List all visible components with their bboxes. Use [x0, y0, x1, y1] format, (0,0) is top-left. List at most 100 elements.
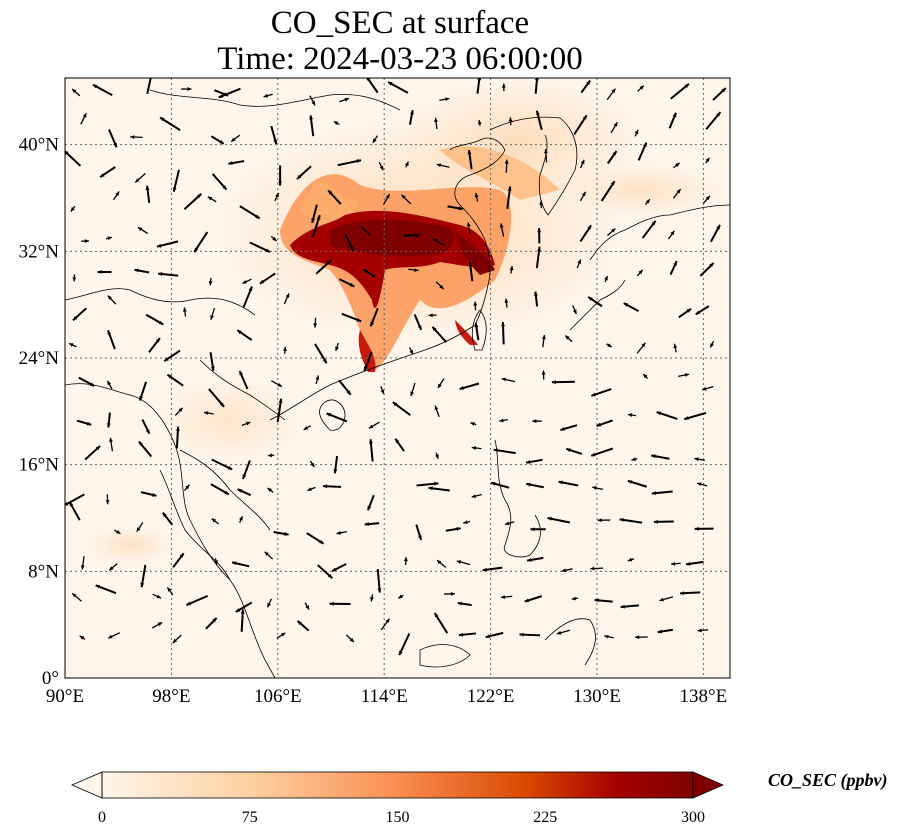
wind-arrow: [499, 418, 508, 423]
wind-arrow: [677, 373, 690, 377]
wind-arrow: [610, 121, 618, 134]
lon-tick-label: 122°E: [467, 686, 515, 707]
wind-arrow: [105, 236, 113, 241]
wind-arrow: [211, 458, 233, 471]
wind-arrow: [526, 482, 545, 489]
wind-arrow: [276, 632, 286, 639]
wind-arrow: [210, 135, 225, 145]
wind-arrow: [113, 529, 121, 535]
wind-arrow: [239, 205, 261, 220]
wind-arrow: [587, 296, 603, 308]
wind-arrow: [259, 272, 276, 285]
lon-tick-label: 98°E: [152, 686, 190, 707]
wind-arrow: [627, 413, 637, 418]
wind-arrow: [619, 518, 643, 524]
wind-arrow: [183, 193, 203, 211]
wind-arrow: [606, 88, 616, 101]
wind-arrow: [394, 438, 405, 452]
wind-arrow: [533, 291, 539, 307]
wind-arrow: [539, 200, 544, 209]
wind-arrow: [172, 552, 185, 568]
wind-arrow: [378, 161, 384, 171]
wind-arrow: [509, 265, 514, 274]
wind-arrow: [138, 440, 153, 458]
wind-arrow: [159, 116, 181, 132]
wind-arrow: [107, 295, 117, 305]
wind-arrow: [65, 493, 85, 507]
wind-arrow: [470, 422, 477, 426]
wind-arrow: [592, 486, 604, 491]
wind-arrow: [185, 594, 209, 606]
wind-arrow: [439, 97, 450, 102]
wind-arrow: [710, 224, 721, 243]
wind-arrow: [604, 634, 614, 639]
wind-arrow: [210, 483, 230, 496]
wind-arrow: [636, 342, 646, 354]
wind-arrow: [659, 596, 674, 602]
wind-arrow: [482, 566, 503, 572]
wind-arrow: [471, 446, 482, 450]
wind-arrow: [535, 246, 541, 269]
wind-arrow: [428, 313, 437, 318]
wind-arrow: [597, 518, 611, 523]
wind-arrow: [667, 230, 675, 240]
wind-arrow: [368, 439, 374, 462]
wind-arrow: [369, 307, 379, 327]
wind-arrow: [362, 268, 376, 278]
wind-arrow: [580, 79, 592, 94]
wind-arrow: [79, 635, 86, 640]
wind-arrow: [296, 620, 310, 632]
wind-arrow: [558, 480, 579, 487]
wind-arrow: [242, 278, 252, 285]
wind-arrow: [278, 165, 283, 186]
wind-arrow: [657, 628, 674, 634]
wind-arrow: [591, 388, 612, 397]
wind-arrow: [634, 129, 639, 137]
wind-arrow: [175, 426, 180, 449]
wind-arrow: [637, 85, 645, 92]
map-title: CO_SEC at surface: [270, 5, 530, 41]
wind-arrow: [108, 563, 118, 571]
wind-arrow: [270, 235, 278, 242]
wind-arrow: [594, 598, 613, 603]
wind-arrow: [380, 386, 385, 395]
wind-arrow: [435, 281, 445, 290]
wind-arrow: [163, 349, 181, 362]
wind-arrow: [372, 135, 379, 144]
wind-arrow: [604, 275, 609, 283]
wind-arrow: [335, 342, 339, 352]
wind-arrow: [651, 490, 673, 496]
wind-arrow: [705, 111, 722, 130]
wind-arrow: [213, 558, 218, 565]
wind-arrow: [637, 142, 648, 161]
wind-arrow: [519, 632, 541, 637]
wind-arrow: [444, 591, 455, 596]
wind-arrow: [398, 633, 411, 656]
wind-arrow: [304, 602, 310, 610]
wind-arrow: [370, 594, 374, 602]
wind-arrow: [541, 334, 546, 348]
wind-arrow: [653, 519, 674, 524]
wind-arrow: [339, 97, 350, 103]
wind-arrow: [242, 460, 251, 480]
wind-arrow: [203, 411, 214, 415]
wind-arrow: [231, 561, 250, 568]
wind-arrow: [78, 376, 95, 387]
axis-ticks: 0° 8°N 16°N 24°N 32°N 40°N 90°E 98°E 106°E 114°E 1…: [19, 135, 728, 707]
wind-arrow: [471, 493, 482, 499]
wind-arrow: [712, 87, 727, 101]
wind-arrow: [641, 220, 657, 239]
wind-vectors: [65, 78, 727, 656]
wind-arrow: [403, 557, 408, 566]
map-subtitle: Time: 2024-03-23 06:00:00: [217, 41, 583, 77]
wind-arrow: [311, 204, 318, 224]
lon-tick-label: 114°E: [361, 686, 408, 707]
wind-arrow: [656, 411, 678, 420]
wind-arrow: [267, 453, 275, 458]
wind-arrow: [579, 159, 585, 169]
wind-arrow: [367, 494, 375, 511]
wind-arrow: [209, 352, 215, 371]
wind-arrow: [527, 556, 544, 562]
wind-arrow: [600, 180, 616, 202]
wind-arrow: [504, 159, 509, 173]
